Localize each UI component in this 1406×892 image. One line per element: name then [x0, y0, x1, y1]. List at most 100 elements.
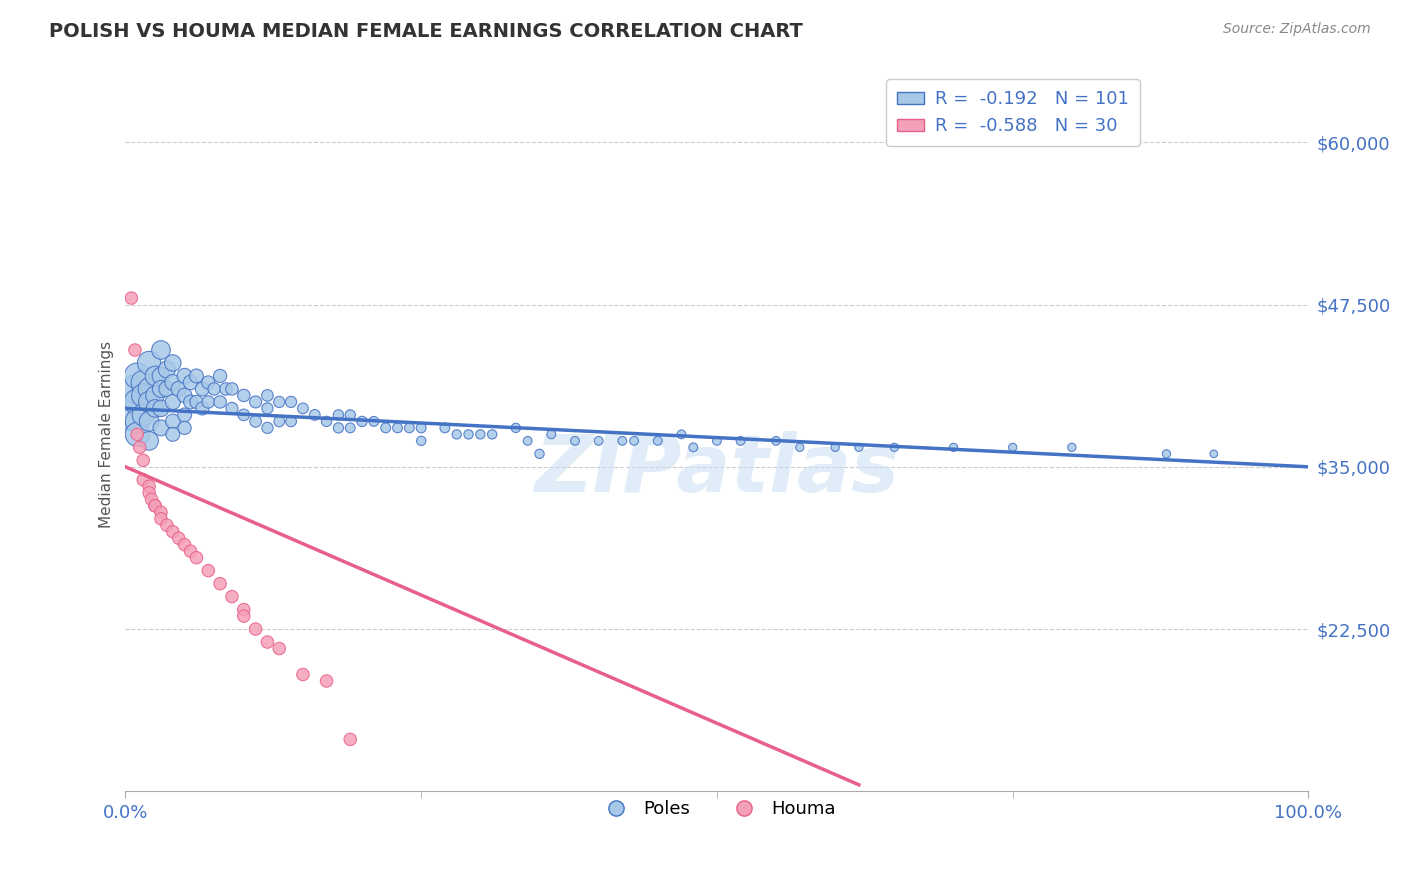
Point [197, 376, 219, 390]
Point [481, 427, 503, 442]
Point [411, 421, 433, 435]
Point [162, 356, 184, 370]
Point [132, 408, 155, 422]
Point [339, 421, 361, 435]
Point [1156, 447, 1178, 461]
Point [138, 434, 160, 448]
Point [191, 382, 214, 396]
Point [143, 368, 166, 383]
Point [245, 622, 267, 636]
Point [149, 368, 172, 383]
Point [269, 395, 291, 409]
Point [180, 376, 202, 390]
Point [149, 401, 172, 416]
Point [232, 609, 254, 624]
Point [824, 441, 846, 455]
Point [883, 441, 905, 455]
Point [588, 434, 610, 448]
Point [162, 395, 184, 409]
Point [132, 388, 155, 402]
Point [446, 427, 468, 442]
Point [411, 434, 433, 448]
Point [221, 401, 243, 416]
Point [339, 408, 361, 422]
Point [245, 395, 267, 409]
Point [209, 395, 232, 409]
Point [328, 408, 350, 422]
Point [167, 531, 190, 545]
Point [765, 434, 787, 448]
Point [291, 401, 314, 416]
Point [269, 414, 291, 428]
Point [120, 291, 142, 305]
Point [374, 421, 396, 435]
Point [623, 434, 645, 448]
Point [173, 421, 195, 435]
Point [173, 368, 195, 383]
Point [202, 382, 225, 396]
Text: Source: ZipAtlas.com: Source: ZipAtlas.com [1223, 22, 1371, 37]
Point [245, 414, 267, 428]
Point [1001, 441, 1024, 455]
Point [1202, 447, 1225, 461]
Point [315, 414, 337, 428]
Point [138, 485, 160, 500]
Point [127, 414, 149, 428]
Point [156, 518, 179, 533]
Point [180, 544, 202, 558]
Point [149, 343, 172, 357]
Point [124, 343, 146, 357]
Point [505, 421, 527, 435]
Point [186, 368, 208, 383]
Point [162, 524, 184, 539]
Point [433, 421, 456, 435]
Point [149, 382, 172, 396]
Point [280, 414, 302, 428]
Point [143, 499, 166, 513]
Point [138, 356, 160, 370]
Point [291, 667, 314, 681]
Point [1060, 441, 1083, 455]
Text: ZIPatlas: ZIPatlas [534, 431, 900, 509]
Point [209, 368, 232, 383]
Point [328, 421, 350, 435]
Point [529, 447, 551, 461]
Point [232, 388, 254, 402]
Point [186, 550, 208, 565]
Point [149, 505, 172, 519]
Point [173, 388, 195, 402]
Point [942, 441, 965, 455]
Point [197, 564, 219, 578]
Point [143, 388, 166, 402]
Point [132, 473, 155, 487]
Point [221, 590, 243, 604]
Point [127, 427, 149, 442]
Point [143, 401, 166, 416]
Point [256, 635, 278, 649]
Point [120, 408, 142, 422]
Point [647, 434, 669, 448]
Point [149, 421, 172, 435]
Point [197, 395, 219, 409]
Point [221, 382, 243, 396]
Point [612, 434, 634, 448]
Point [156, 362, 179, 376]
Point [138, 479, 160, 493]
Legend: Poles, Houma: Poles, Houma [591, 793, 844, 825]
Point [173, 538, 195, 552]
Point [540, 427, 562, 442]
Point [280, 395, 302, 409]
Point [149, 512, 172, 526]
Point [132, 453, 155, 467]
Point [127, 368, 149, 383]
Point [232, 408, 254, 422]
Point [173, 408, 195, 422]
Point [457, 427, 479, 442]
Point [789, 441, 811, 455]
Point [138, 395, 160, 409]
Point [706, 434, 728, 448]
Point [269, 641, 291, 656]
Point [516, 434, 538, 448]
Point [127, 395, 149, 409]
Point [143, 499, 166, 513]
